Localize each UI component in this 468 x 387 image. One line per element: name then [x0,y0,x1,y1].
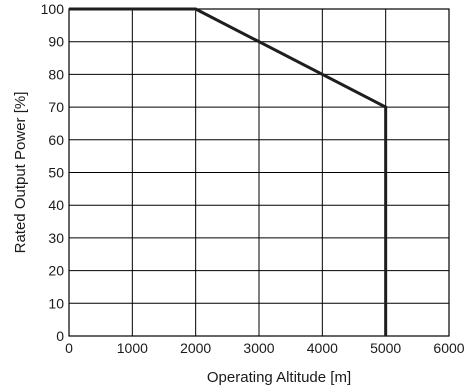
series-layer [69,7,388,336]
x-tick-label: 4000 [307,340,338,356]
y-tick-label: 20 [48,263,64,279]
plot-frame [68,8,450,337]
y-axis-label: Rated Output Power [%] [12,92,29,254]
y-tick-label: 40 [48,197,64,213]
x-tick-label: 5000 [370,340,401,356]
y-tick-label: 0 [56,328,64,344]
y-tick-label: 80 [48,66,64,82]
y-tick-label: 50 [48,165,64,181]
x-tick-label: 3000 [243,340,274,356]
y-axis-ticks: 0 10 20 30 40 50 60 70 80 90 100 [41,1,65,344]
x-axis-label: Operating Altitude [m] [207,369,351,386]
y-tick-label: 60 [48,132,64,148]
x-axis-ticks: 0 1000 2000 3000 4000 5000 6000 [65,340,465,356]
y-tick-label: 70 [48,99,64,115]
derating-curve [69,7,388,336]
y-tick-label: 100 [41,1,65,17]
y-tick-label: 30 [48,230,64,246]
x-tick-label: 0 [65,340,73,356]
x-tick-label: 2000 [180,340,211,356]
x-tick-label: 6000 [433,340,464,356]
y-tick-label: 10 [48,295,64,311]
x-tick-label: 1000 [117,340,148,356]
grid-lines [68,8,450,337]
y-tick-label: 90 [48,34,64,50]
